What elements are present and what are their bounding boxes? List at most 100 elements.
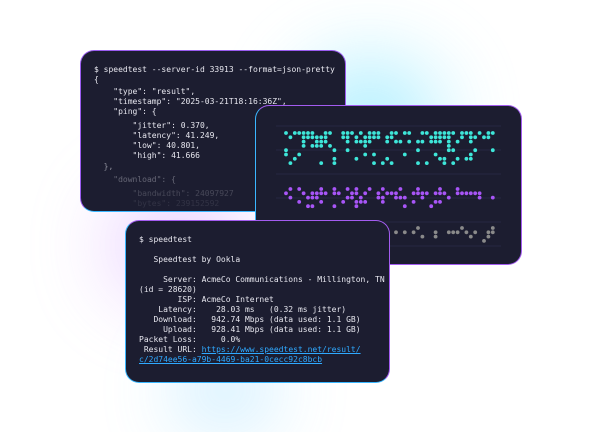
dot-mark xyxy=(354,187,359,191)
dot-mark xyxy=(473,191,478,196)
dot-mark xyxy=(446,139,451,144)
dot-mark xyxy=(314,144,319,148)
json-line: "download": { xyxy=(94,175,176,184)
dot-mark xyxy=(429,204,434,209)
dot-mark xyxy=(438,187,442,191)
cli-terminal-window: $ speedtest Speedtest by Ookla Server: A… xyxy=(125,220,390,383)
dot-mark xyxy=(398,195,403,200)
dot-mark xyxy=(341,131,346,135)
dot-mark xyxy=(350,191,354,196)
dot-mark xyxy=(433,139,438,144)
json-output: $ speedtest --server-id 33913 --format=j… xyxy=(94,65,335,209)
dot-mark xyxy=(328,144,332,148)
dot-mark xyxy=(477,195,482,200)
dot-mark xyxy=(301,131,306,135)
dot-mark xyxy=(310,191,315,196)
dot-mark xyxy=(367,131,372,135)
dot-mark xyxy=(367,135,372,140)
dot-mark xyxy=(446,144,451,148)
dot-mark xyxy=(455,230,460,235)
dot-mark xyxy=(398,187,403,191)
dot-mark xyxy=(319,161,324,165)
dot-mark xyxy=(490,148,495,153)
dot-mark xyxy=(297,152,302,157)
dot-mark xyxy=(407,131,412,135)
dot-mark xyxy=(407,139,412,144)
dot-mark xyxy=(363,152,368,157)
dot-mark xyxy=(363,191,368,196)
dot-mark xyxy=(358,200,363,204)
dot-mark xyxy=(284,191,288,196)
dot-mark xyxy=(455,191,460,196)
dot-mark xyxy=(424,191,429,196)
dot-mark xyxy=(455,156,460,161)
dot-mark xyxy=(416,226,420,230)
dot-mark xyxy=(297,200,302,204)
isp-line: ISP: AcmeCo Internet xyxy=(139,295,274,304)
dot-mark xyxy=(314,139,319,144)
dot-mark xyxy=(402,204,407,209)
latency-line: Latency: 28.03 ms (0.32 ms jitter) xyxy=(139,305,347,314)
dot-mark xyxy=(482,239,486,243)
dot-mark xyxy=(292,131,297,135)
dot-mark xyxy=(288,187,293,191)
dot-mark xyxy=(438,191,442,196)
dot-mark xyxy=(442,191,447,196)
dot-mark xyxy=(301,139,306,144)
dot-mark xyxy=(319,200,324,204)
dot-mark xyxy=(284,152,288,157)
dot-mark xyxy=(332,148,337,153)
dot-mark xyxy=(468,234,473,239)
result-url-link[interactable]: https://www.speedtest.net/result/ xyxy=(201,345,361,354)
dot-mark xyxy=(319,187,324,191)
dot-mark xyxy=(332,191,337,196)
dot-mark xyxy=(389,131,394,135)
dot-mark xyxy=(385,156,390,161)
dot-mark xyxy=(363,135,368,140)
dot-mark xyxy=(319,139,324,144)
dot-mark xyxy=(306,131,310,135)
dot-mark xyxy=(376,191,381,196)
dot-mark xyxy=(372,131,376,135)
dot-mark xyxy=(310,144,315,148)
dot-mark xyxy=(442,131,447,135)
json-line: "high": 41.666 xyxy=(94,151,200,160)
dot-mark xyxy=(288,161,293,165)
dot-mark xyxy=(451,161,456,165)
dot-mark xyxy=(301,135,306,140)
result-url-link[interactable]: c/2d74ee56-a79b-4469-ba21-0cecc92c8bcb xyxy=(139,355,323,364)
dot-mark xyxy=(372,161,376,165)
dot-mark xyxy=(490,195,495,200)
dot-mark xyxy=(336,191,341,196)
dot-mark xyxy=(468,135,473,140)
dot-mark xyxy=(358,139,363,144)
dot-mark xyxy=(306,135,310,140)
dot-mark xyxy=(292,156,297,161)
dot-mark xyxy=(314,135,319,140)
dot-mark xyxy=(380,200,385,204)
json-line: "timestamp": "2025-03-21T18:16:36Z", xyxy=(94,97,287,106)
dot-mark xyxy=(486,135,491,140)
dot-mark xyxy=(306,204,310,209)
dot-mark xyxy=(310,204,315,209)
dot-mark xyxy=(310,131,315,135)
dot-mark xyxy=(402,195,407,200)
dot-mark xyxy=(372,152,376,157)
dot-mark xyxy=(424,131,429,135)
dot-mark xyxy=(420,139,425,144)
dot-mark xyxy=(460,226,464,230)
dot-mark xyxy=(460,135,464,140)
dot-mark xyxy=(332,161,337,165)
dot-mark xyxy=(451,131,456,135)
dot-mark xyxy=(354,135,359,140)
dot-mark xyxy=(433,131,438,135)
dot-mark xyxy=(306,195,310,200)
dot-mark xyxy=(310,195,315,200)
dot-mark xyxy=(394,131,398,135)
dot-mark xyxy=(354,200,359,204)
dot-mark xyxy=(341,135,346,140)
dot-mark xyxy=(323,131,328,135)
dot-mark xyxy=(385,139,390,144)
dot-mark xyxy=(438,139,442,144)
dot-mark xyxy=(420,234,425,239)
